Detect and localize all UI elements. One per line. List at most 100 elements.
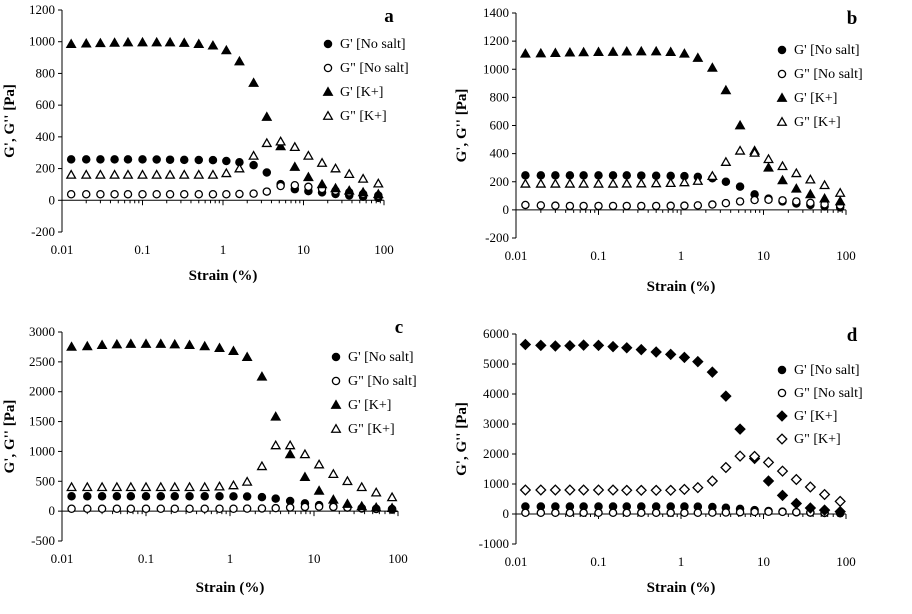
- data-point: [692, 52, 704, 62]
- data-point: [329, 502, 338, 512]
- x-tick-label: 10: [757, 248, 770, 263]
- data-point: [220, 44, 232, 55]
- data-point: [721, 508, 731, 517]
- data-point: [579, 171, 588, 180]
- series-3: [519, 450, 846, 508]
- data-point: [735, 507, 745, 517]
- data-point: [356, 481, 368, 492]
- data-point: [607, 340, 619, 353]
- legend-marker: [777, 388, 787, 398]
- data-point: [678, 176, 690, 187]
- legend-marker: [776, 116, 788, 126]
- y-tick-label: 500: [36, 473, 56, 488]
- data-point: [169, 481, 181, 492]
- data-point: [594, 171, 603, 180]
- legend-marker: [331, 352, 341, 362]
- data-point: [386, 491, 398, 502]
- y-axis-title: G', G'' [Pa]: [454, 402, 470, 476]
- legend-marker: [776, 410, 788, 422]
- data-point: [372, 178, 384, 188]
- legend-label: G' [No salt]: [794, 363, 860, 378]
- data-point: [764, 507, 773, 516]
- data-point: [313, 485, 325, 495]
- x-axis-title: Strain (%): [189, 268, 258, 284]
- data-point: [370, 501, 382, 512]
- series-1: [521, 195, 845, 211]
- data-point: [97, 504, 107, 514]
- data-point: [184, 481, 195, 492]
- data-point: [141, 504, 151, 514]
- data-point: [330, 162, 341, 173]
- y-axis-title: G', G'' [Pa]: [2, 400, 18, 474]
- data-point: [94, 37, 106, 48]
- data-point: [271, 494, 280, 503]
- data-point: [708, 508, 717, 517]
- data-point: [818, 504, 831, 516]
- data-point: [777, 174, 788, 185]
- data-point: [207, 40, 219, 50]
- data-point: [720, 461, 732, 474]
- data-point: [81, 340, 93, 351]
- data-point: [276, 181, 285, 191]
- data-point: [165, 190, 175, 199]
- data-point: [140, 338, 152, 348]
- data-point: [178, 37, 190, 47]
- x-axis-title: Strain (%): [647, 580, 716, 596]
- data-point: [819, 193, 831, 203]
- data-point: [327, 494, 339, 504]
- data-point: [577, 484, 590, 496]
- data-point: [720, 390, 732, 402]
- y-tick-label: 600: [36, 97, 56, 112]
- data-point: [521, 200, 530, 210]
- data-point: [579, 201, 588, 211]
- legend-marker: [323, 39, 333, 49]
- data-point: [194, 155, 204, 165]
- panel-a: -200 0 200 400 600 800 1000 1200 0.01 0.1 1 10 100 St…: [2, 2, 409, 284]
- data-point: [664, 484, 677, 497]
- data-point: [229, 504, 238, 514]
- panel-label: b: [847, 8, 858, 29]
- data-point: [666, 508, 675, 518]
- data-point: [185, 491, 194, 501]
- data-point: [81, 481, 93, 492]
- legend-marker: [776, 433, 788, 445]
- data-point: [343, 168, 355, 178]
- data-point: [594, 201, 603, 211]
- data-point: [622, 201, 631, 211]
- data-point: [122, 36, 134, 47]
- data-point: [285, 503, 295, 512]
- data-point: [551, 171, 560, 180]
- data-point: [141, 491, 151, 501]
- legend-label: G' [K+]: [794, 91, 837, 106]
- data-point: [804, 174, 816, 184]
- data-point: [650, 45, 662, 56]
- y-tick-label: 0: [49, 503, 56, 518]
- data-point: [519, 178, 531, 188]
- data-point: [680, 508, 689, 518]
- data-point: [776, 489, 789, 502]
- data-point: [608, 508, 618, 518]
- y-tick-label: 5000: [483, 356, 509, 371]
- data-point: [386, 502, 398, 513]
- data-point: [138, 190, 147, 199]
- data-point: [735, 197, 745, 206]
- legend-label: G" [K+]: [794, 115, 841, 130]
- data-point: [650, 177, 662, 188]
- data-point: [270, 411, 282, 421]
- data-point: [834, 195, 846, 206]
- data-point: [66, 341, 77, 351]
- y-axis-title: G', G'' [Pa]: [2, 84, 18, 158]
- data-point: [304, 182, 313, 192]
- data-point: [302, 150, 314, 160]
- data-point: [81, 155, 91, 164]
- legend-label: G' [K+]: [348, 398, 391, 413]
- data-point: [693, 508, 703, 517]
- data-point: [357, 186, 369, 197]
- data-point: [635, 484, 647, 497]
- data-point: [109, 169, 121, 179]
- legend: G' [No salt] G" [No salt] G' [K+] G" [K+]: [322, 37, 409, 124]
- data-point: [777, 160, 788, 171]
- x-tick-label: 100: [388, 551, 408, 566]
- data-point: [521, 171, 530, 180]
- data-point: [565, 201, 575, 211]
